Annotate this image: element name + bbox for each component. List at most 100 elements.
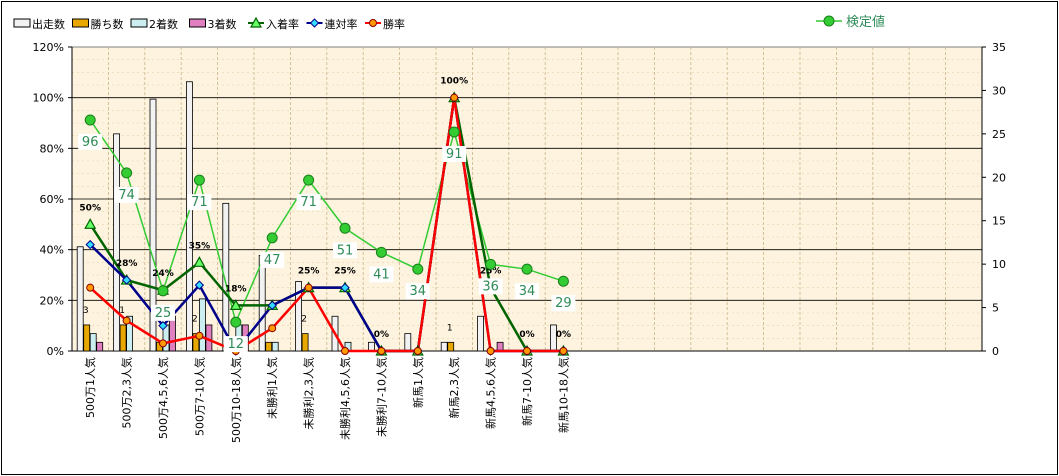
right-axis-tick-label: 15 xyxy=(992,215,1006,228)
bar-出走数 xyxy=(477,315,485,352)
test-value-label: 29 xyxy=(555,296,572,311)
bar-2着数 xyxy=(198,298,206,352)
marker-検定値 xyxy=(375,246,387,258)
line-勝率 xyxy=(89,97,564,353)
marker-検定値 xyxy=(303,174,315,186)
test-value-label: 71 xyxy=(191,195,208,210)
legend-label-検定値: 検定値 xyxy=(846,14,885,30)
marker-検定値 xyxy=(121,167,133,179)
bar-出走数 xyxy=(440,341,448,352)
test-value-box xyxy=(442,145,467,162)
marker-検定値 xyxy=(157,285,169,297)
x-category-label: 新馬4,5,6人気 xyxy=(484,357,498,429)
bar-value-label: 1 xyxy=(447,323,453,333)
marker-検定値 xyxy=(84,114,96,126)
marker-勝率 xyxy=(122,316,131,325)
test-value-label: 96 xyxy=(82,135,99,150)
test-value-label: 91 xyxy=(446,147,463,162)
rate-label: 35% xyxy=(189,241,211,251)
test-value-box xyxy=(223,336,248,353)
test-value-box xyxy=(478,278,503,295)
test-value-box xyxy=(78,133,103,150)
marker-勝率 xyxy=(523,347,531,355)
test-value-label: 41 xyxy=(373,267,390,282)
marker-勝率 xyxy=(341,347,349,355)
marker-連対率 xyxy=(158,320,168,331)
bar-3着数 xyxy=(496,341,504,352)
left-axis-tick-label: 0% xyxy=(47,345,64,358)
x-category-label: 500万10-18人気 xyxy=(229,357,243,443)
rate-label: 18% xyxy=(225,284,247,294)
test-value-box xyxy=(333,242,357,259)
marker-入着率 xyxy=(229,299,242,310)
legend-swatch-勝ち数 xyxy=(72,18,89,28)
x-category-label: 500万7-10人気 xyxy=(192,357,206,436)
test-value-box xyxy=(187,194,212,211)
bar-勝ち数 xyxy=(192,333,200,352)
rate-label: 25% xyxy=(334,267,356,277)
bar-value-label: 2 xyxy=(192,315,198,325)
bar-出走数 xyxy=(149,98,157,352)
test-value-box xyxy=(515,283,539,300)
bar-value-label: 1 xyxy=(119,306,125,316)
right-axis-tick-label: 35 xyxy=(992,41,1006,54)
bar-2着数 xyxy=(89,333,97,352)
right-axis-tick-label: 10 xyxy=(992,258,1006,271)
test-value-label: 25 xyxy=(155,306,172,321)
left-axis-tick-label: 40% xyxy=(40,244,64,257)
marker-勝率 xyxy=(450,93,459,102)
x-category-label: 新馬1人気 xyxy=(411,357,425,408)
test-value-box xyxy=(405,283,430,300)
bar-勝ち数 xyxy=(83,324,91,352)
left-axis-tick-label: 80% xyxy=(40,142,64,155)
marker-入着率 xyxy=(84,218,97,229)
marker-検定値 xyxy=(339,222,351,234)
x-category-label: 新馬2,3人気 xyxy=(447,357,461,419)
test-value-box xyxy=(551,295,576,312)
x-category-label: 未勝利2,3人気 xyxy=(302,357,316,430)
legend-marker-勝率 xyxy=(369,19,377,27)
marker-勝率 xyxy=(377,347,386,355)
legend-marker-検定値 xyxy=(823,15,835,27)
bar-出走数 xyxy=(185,81,193,352)
test-value-label: 34 xyxy=(519,284,536,299)
left-axis-tick-label: 100% xyxy=(33,92,64,105)
marker-勝率 xyxy=(413,347,422,355)
rate-label: 25% xyxy=(298,267,320,277)
rate-label: 24% xyxy=(152,269,174,279)
marker-入着率 xyxy=(193,256,206,267)
legend-label-入着率: 入着率 xyxy=(266,17,299,31)
legend-marker-連対率 xyxy=(309,18,320,28)
marker-検定値 xyxy=(230,316,242,328)
test-value-label: 51 xyxy=(337,243,354,258)
bar-勝ち数 xyxy=(265,341,273,352)
left-axis-tick-label: 60% xyxy=(40,193,64,206)
legend-label-2着数: 2着数 xyxy=(149,17,178,31)
test-value-box xyxy=(151,304,175,321)
rate-label: 100% xyxy=(440,77,468,87)
marker-検定値 xyxy=(193,174,205,186)
bar-3着数 xyxy=(96,341,104,352)
bar-2着数 xyxy=(126,315,133,352)
marker-検定値 xyxy=(412,263,424,275)
marker-勝率 xyxy=(268,324,277,333)
legend-label-勝率: 勝率 xyxy=(383,17,405,31)
rate-label: 0% xyxy=(556,330,571,340)
x-category-label: 未勝利1人気 xyxy=(265,357,279,419)
marker-連対率 xyxy=(121,275,132,285)
line-検定値 xyxy=(89,119,564,325)
bar-出走数 xyxy=(295,281,303,352)
right-axis-tick-label: 0 xyxy=(992,345,999,358)
legend-label-3着数: 3着数 xyxy=(208,17,237,31)
right-axis-tick-label: 5 xyxy=(992,302,999,315)
right-axis-tick-label: 25 xyxy=(992,128,1006,141)
right-axis-tick-label: 20 xyxy=(992,171,1006,184)
test-value-label: 47 xyxy=(264,253,281,268)
x-category-label: 500万4,5,6人気 xyxy=(156,357,170,439)
legend-swatch-3着数 xyxy=(189,18,206,28)
test-value-box xyxy=(296,194,321,211)
left-axis-tick-label: 20% xyxy=(40,294,64,307)
rate-label: 0% xyxy=(374,330,389,340)
test-value-label: 34 xyxy=(410,284,427,299)
